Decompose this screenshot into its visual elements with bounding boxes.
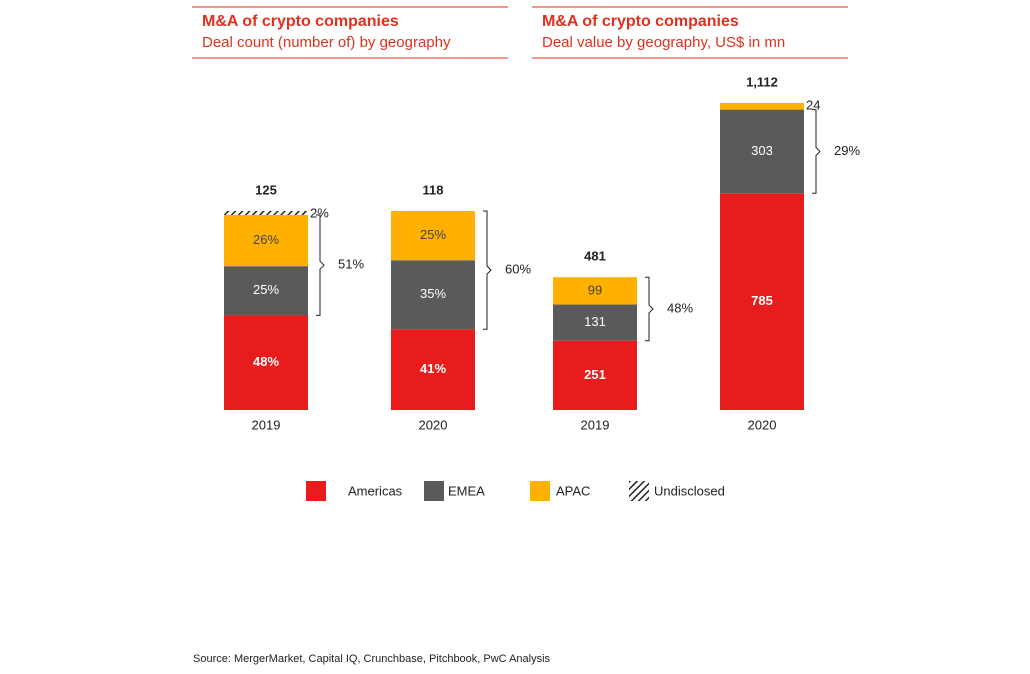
bar-segment (224, 214, 308, 267)
x-tick-label: 2020 (748, 417, 777, 432)
bracket (483, 210, 492, 330)
value-label: 99 (588, 282, 602, 297)
bar-segment (391, 211, 475, 261)
value-label: 25% (420, 227, 446, 242)
value-label: 25% (253, 282, 279, 297)
value-label: 24 (806, 97, 820, 112)
x-tick-label: 2019 (581, 417, 610, 432)
value-label: 26% (253, 232, 279, 247)
bar-segment (553, 277, 637, 305)
value-label: 35% (420, 286, 446, 301)
bar-segment (720, 193, 804, 410)
legend-swatch (629, 481, 649, 501)
bracket (316, 214, 325, 316)
bracket-label: 48% (667, 300, 693, 315)
value-label: 251 (584, 367, 606, 382)
bracket-label: 29% (834, 143, 860, 158)
bar-segment (391, 260, 475, 330)
bar-segment (224, 211, 308, 215)
chart-title: M&A of crypto companies (202, 13, 399, 30)
bar-segment (224, 266, 308, 316)
total-label: 481 (584, 249, 606, 264)
bar-segment (224, 315, 308, 410)
legend-label: Americas (348, 483, 403, 498)
legend-swatch (424, 481, 444, 501)
chart-subtitle: Deal count (number of) by geography (202, 34, 451, 51)
legend-swatch (530, 481, 550, 501)
total-label: 125 (255, 182, 277, 197)
bar-segment (553, 340, 637, 410)
value-label: 2% (310, 205, 329, 220)
bracket (645, 276, 654, 342)
bar-segment (720, 109, 804, 194)
value-label: 303 (751, 143, 773, 158)
bar-segment (391, 329, 475, 410)
legend-label: Undisclosed (654, 483, 725, 498)
x-tick-label: 2020 (419, 417, 448, 432)
value-label: 131 (584, 314, 606, 329)
bar-segment (720, 103, 804, 110)
value-label: 785 (751, 293, 773, 308)
chart-title: M&A of crypto companies (542, 13, 739, 30)
chart-subtitle: Deal value by geography, US$ in mn (542, 34, 785, 51)
value-label: 41% (420, 361, 446, 376)
bracket-label: 51% (338, 257, 364, 272)
total-label: 118 (423, 182, 444, 197)
bar-segment (553, 304, 637, 341)
x-tick-label: 2019 (252, 417, 281, 432)
legend-label: APAC (556, 483, 590, 498)
bracket (812, 109, 821, 194)
bracket-label: 60% (505, 262, 531, 277)
total-label: 1,112 (746, 74, 778, 89)
value-label: 48% (253, 354, 279, 369)
source: Source: MergerMarket, Capital IQ, Crunch… (193, 653, 551, 665)
legend-swatch (306, 481, 326, 501)
legend-label: EMEA (448, 483, 485, 498)
